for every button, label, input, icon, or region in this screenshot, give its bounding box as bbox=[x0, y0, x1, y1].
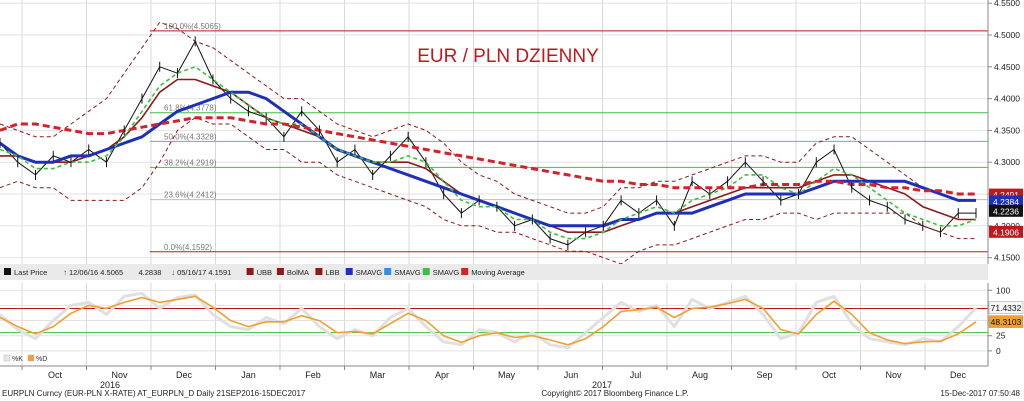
legend-swatch bbox=[4, 268, 11, 275]
legend-label: SMAVG bbox=[356, 268, 383, 277]
price-y-axis: 4.55004.50004.45004.40004.35004.30004.25… bbox=[987, 0, 1020, 264]
legend-label: UBB bbox=[257, 268, 272, 277]
price-series[interactable] bbox=[0, 21, 977, 265]
x-tick-label: Aug bbox=[692, 370, 708, 380]
y-tick-label: 4.4500 bbox=[994, 62, 1020, 72]
fib-label: 50.0%(4.3328) bbox=[164, 132, 217, 141]
price-badge bbox=[989, 195, 1023, 208]
price-grid bbox=[0, 0, 988, 264]
osc-badge bbox=[988, 315, 1024, 328]
osc-legend-label: %K bbox=[12, 356, 23, 363]
legend-label: 05/16/17 4.1591 bbox=[177, 268, 231, 277]
legend-label: SMAVG bbox=[433, 268, 460, 277]
legend-swatch bbox=[276, 268, 284, 275]
price-badge bbox=[989, 225, 1023, 238]
fib-label: 0.0%(4.1592) bbox=[164, 243, 212, 252]
osc-badge-label: 71.4332 bbox=[991, 303, 1022, 313]
x-tick-label: Nov bbox=[885, 370, 902, 380]
price-legend: Last Price ↑ 12/06/16 4.5065 4.2838 ↓ 05/16/1… bbox=[4, 268, 525, 277]
chart-title: EUR / PLN DZIENNY bbox=[417, 46, 599, 67]
y-tick-label: 4.5500 bbox=[994, 0, 1020, 8]
x-tick-label: May bbox=[498, 370, 516, 380]
y-tick-label: 25 bbox=[996, 331, 1006, 341]
year-label: 2017 bbox=[592, 380, 612, 390]
legend-arrow: ↑ bbox=[63, 268, 67, 277]
legend-label: LBB bbox=[325, 268, 339, 277]
oscillator-legend: %K %D bbox=[3, 354, 47, 363]
osc-legend-swatch bbox=[3, 354, 11, 362]
x-tick-label: Oct bbox=[48, 370, 63, 380]
price-badge-label: 4.2384 bbox=[993, 197, 1019, 207]
x-tick-label: Sep bbox=[756, 370, 772, 380]
fib-label: 100.0%(4.5065) bbox=[164, 22, 221, 31]
series-pct-d bbox=[0, 295, 977, 346]
oscillator-series[interactable] bbox=[0, 291, 978, 350]
legend-label: SMAVG bbox=[394, 268, 421, 277]
x-tick-label: Dec bbox=[176, 370, 193, 380]
x-tick-label: Mar bbox=[370, 370, 386, 380]
fib-label: 38.2%(4.2919) bbox=[164, 158, 217, 167]
series-pct-k bbox=[0, 291, 978, 350]
y-tick-label: 0 bbox=[996, 346, 1001, 356]
x-tick-label: Oct bbox=[822, 370, 837, 380]
series-moving-average bbox=[0, 116, 976, 196]
year-label: 2016 bbox=[100, 380, 120, 390]
x-tick-label: Jul bbox=[630, 370, 642, 380]
legend-label: Last Price bbox=[14, 268, 47, 277]
oscillator-badges: 71.4332 48.3103 bbox=[988, 301, 1024, 328]
x-tick-label: Jan bbox=[241, 370, 256, 380]
price-badge-label: 4.2491 bbox=[993, 190, 1019, 200]
osc-badge bbox=[988, 301, 1024, 314]
series-smavg bbox=[0, 66, 977, 240]
x-tick-label: Nov bbox=[111, 370, 128, 380]
price-badge-label: 4.2236 bbox=[993, 206, 1019, 216]
y-tick-label: 4.3000 bbox=[994, 157, 1020, 167]
footer-source: EURPLN Curncy (EUR-PLN X-RATE) AT_EURPLN… bbox=[2, 389, 306, 398]
osc-legend-swatch bbox=[27, 354, 35, 362]
y-tick-label: 4.5000 bbox=[994, 30, 1020, 40]
legend-swatch bbox=[461, 268, 469, 275]
legend-label: 4.2838 bbox=[139, 268, 162, 277]
osc-legend-label: %D bbox=[36, 356, 47, 363]
legend-swatch bbox=[246, 268, 254, 275]
x-tick-label: Feb bbox=[305, 370, 321, 380]
footer-copyright: Copyright© 2017 Bloomberg Finance L.P. bbox=[541, 389, 688, 398]
x-tick-label: Jun bbox=[564, 370, 579, 380]
fib-label: 23.6%(4.2412) bbox=[164, 191, 217, 200]
legend-label: 12/06/16 4.5065 bbox=[69, 268, 123, 277]
x-axis: Oct Nov Dec Jan Feb Mar Apr May Jun Jul Aug Sep Oct N… bbox=[21, 366, 967, 390]
price-badge bbox=[989, 204, 1023, 217]
legend-arrow: ↓ bbox=[171, 268, 175, 277]
y-tick-label: 4.1500 bbox=[994, 253, 1020, 263]
legend-label: Moving Average bbox=[471, 268, 525, 277]
x-tick-label: Dec bbox=[950, 370, 967, 380]
series-smavg bbox=[0, 90, 976, 228]
legend-swatch bbox=[422, 268, 430, 275]
legend-label: BolMA bbox=[287, 268, 309, 277]
y-tick-label: 4.3500 bbox=[994, 125, 1020, 135]
legend-swatch bbox=[345, 268, 353, 275]
legend-swatch bbox=[384, 268, 392, 275]
y-tick-label: 4.4000 bbox=[994, 94, 1020, 104]
osc-badge-label: 48.3103 bbox=[991, 317, 1022, 327]
series-lbb bbox=[0, 117, 976, 265]
legend-swatch bbox=[315, 268, 323, 275]
oscillator-panel bbox=[0, 282, 988, 366]
series-ubb bbox=[0, 21, 976, 214]
y-tick-label: 100 bbox=[996, 285, 1010, 295]
price-badge-label: 4.1906 bbox=[993, 227, 1019, 237]
footer-timestamp: 15-Dec-2017 07:50:48 bbox=[940, 389, 1020, 398]
x-tick-label: Apr bbox=[435, 370, 449, 380]
price-panel bbox=[0, 0, 988, 264]
oscillator-grid bbox=[0, 283, 988, 366]
